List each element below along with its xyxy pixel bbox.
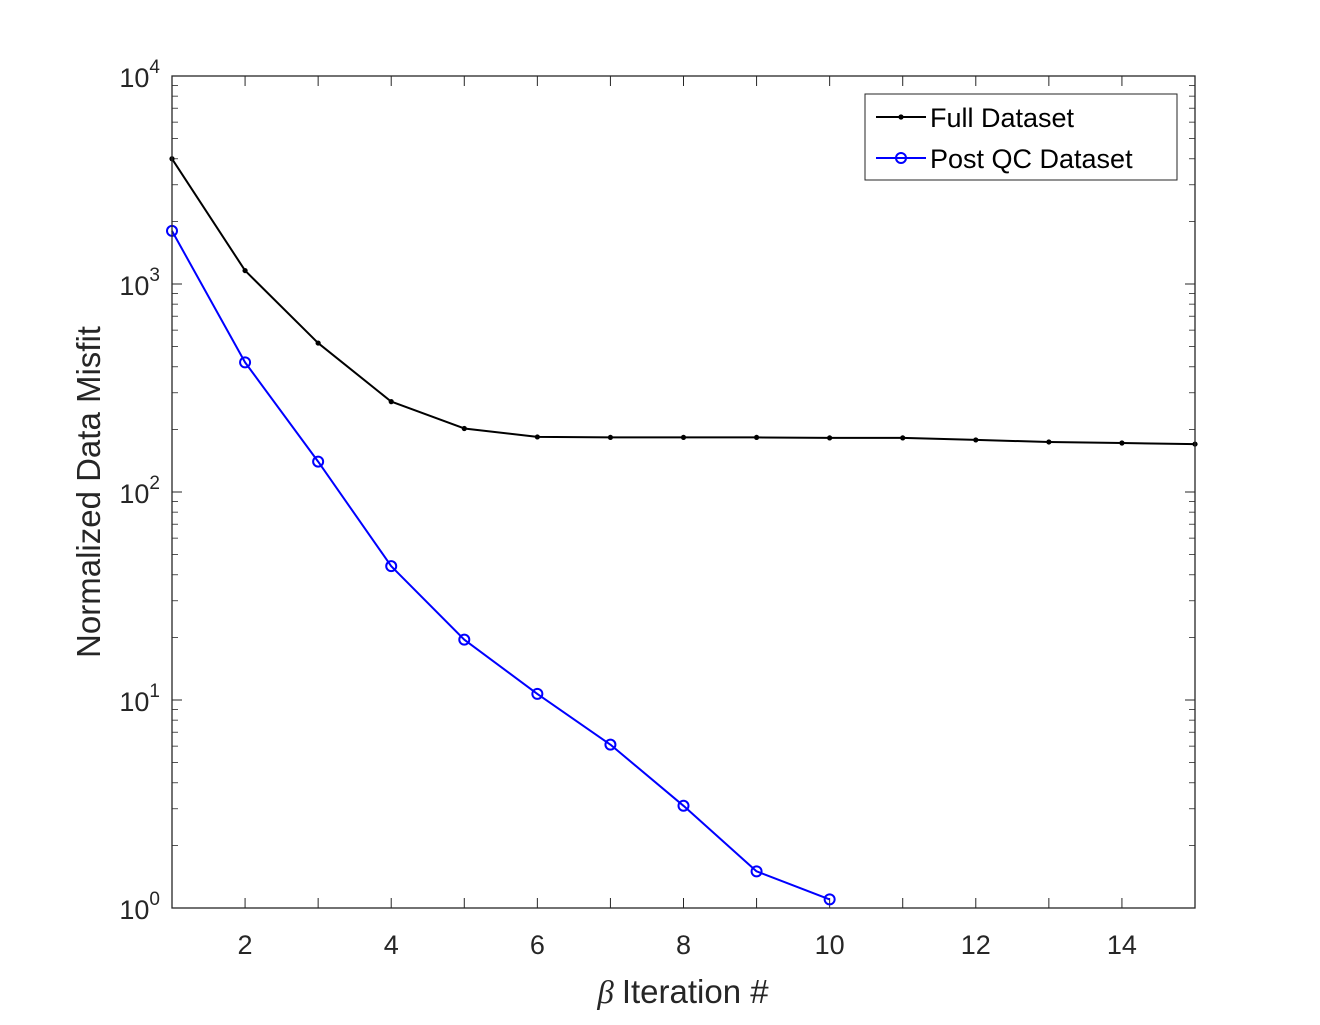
legend: Full Dataset Post QC Dataset (864, 93, 1178, 181)
data-point-post-qc-dataset (531, 687, 544, 700)
x-axis-label-text: Iteration # (622, 973, 769, 1010)
data-point-post-qc-dataset (385, 560, 398, 573)
legend-marker-post-qc-dataset (895, 152, 907, 164)
legend-label-post-qc-dataset: Post QC Dataset (930, 144, 1133, 174)
data-point-post-qc-dataset (312, 455, 325, 468)
x-tick-label: 8 (676, 930, 691, 960)
y-tick-label: 101 (119, 681, 160, 717)
series-line-post-qc-dataset (171, 230, 830, 901)
plot-frame (171, 75, 1196, 909)
x-tick-label: 12 (961, 930, 991, 960)
data-point-full-dataset (315, 340, 321, 346)
x-tick-label: 4 (384, 930, 399, 960)
data-point-full-dataset (534, 434, 540, 440)
y-tick-label: 103 (119, 265, 160, 301)
x-tick-label: 6 (530, 930, 545, 960)
data-point-post-qc-dataset (458, 633, 471, 646)
y-tick-label: 104 (119, 57, 160, 93)
x-tick-label: 2 (238, 930, 253, 960)
plot-area (172, 76, 1195, 908)
data-point-full-dataset (388, 399, 394, 405)
x-tick-label: 14 (1107, 930, 1137, 960)
data-point-post-qc-dataset (239, 356, 252, 369)
data-point-full-dataset (680, 434, 687, 441)
data-point-post-qc-dataset (604, 738, 617, 751)
y-tick-label: 100 (119, 889, 160, 925)
data-point-full-dataset (753, 434, 760, 441)
data-point-full-dataset (1119, 440, 1125, 446)
y-tick-labels: 100 101 102 103 104 (119, 57, 160, 925)
legend-marker-full-dataset (898, 114, 904, 120)
x-tick-labels: 2 4 6 8 10 12 14 (238, 930, 1137, 960)
data-point-full-dataset (1046, 439, 1052, 445)
data-point-full-dataset (461, 425, 467, 432)
x-tick-label: 10 (815, 930, 845, 960)
y-tick-label: 102 (119, 473, 160, 509)
data-point-post-qc-dataset (750, 865, 763, 878)
data-point-full-dataset (827, 435, 833, 441)
legend-box (864, 93, 1178, 181)
data-point-full-dataset (973, 437, 979, 443)
x-axis-symbol: β (596, 975, 614, 1011)
data-point-post-qc-dataset (823, 893, 836, 906)
data-point-full-dataset (242, 267, 248, 274)
data-point-full-dataset (900, 435, 906, 441)
series-group (166, 156, 1198, 906)
legend-label-full-dataset: Full Dataset (930, 103, 1075, 133)
x-axis-label: β Iteration # (596, 973, 769, 1011)
data-point-full-dataset (607, 434, 614, 441)
data-point-post-qc-dataset (677, 799, 690, 812)
y-axis-label: Normalized Data Misfit (70, 326, 107, 658)
